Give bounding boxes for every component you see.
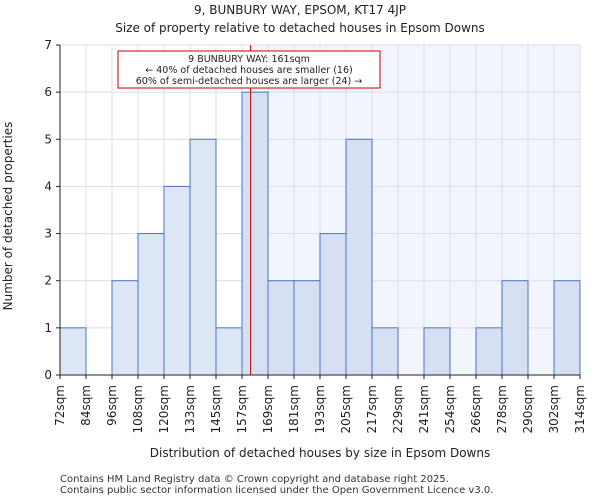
y-tick-label: 7 xyxy=(44,38,52,52)
y-tick-label: 4 xyxy=(44,179,52,193)
annotation-line-3: 60% of semi-detached houses are larger (… xyxy=(136,76,363,87)
footer-copyright: Contains HM Land Registry data © Crown c… xyxy=(60,474,449,485)
x-tick-label: 84sqm xyxy=(79,385,93,426)
histogram-bar xyxy=(189,138,217,376)
histogram-bar xyxy=(423,327,451,376)
x-tick-label: 205sqm xyxy=(339,385,353,433)
histogram-bar xyxy=(293,280,321,376)
x-tick-label: 266sqm xyxy=(469,385,483,433)
histogram-bar xyxy=(215,327,243,376)
histogram-svg: 9, BUNBURY WAY, EPSOM, KT17 4JP Size of … xyxy=(1,3,587,460)
x-tick-label: 302sqm xyxy=(547,385,561,433)
footer-licence: Contains public sector information licen… xyxy=(60,485,494,496)
y-tick-label: 6 xyxy=(44,85,52,99)
x-tick-label: 241sqm xyxy=(417,385,431,433)
x-tick-label: 133sqm xyxy=(183,385,197,433)
x-tick-label: 193sqm xyxy=(313,385,327,433)
histogram-bar xyxy=(111,280,139,376)
y-tick-label: 3 xyxy=(44,227,52,241)
histogram-bar xyxy=(345,138,373,376)
x-tick-label: 254sqm xyxy=(443,385,457,433)
x-tick-label: 157sqm xyxy=(235,385,249,433)
x-tick-label: 72sqm xyxy=(53,385,67,426)
histogram-bar xyxy=(501,280,529,376)
histogram-bar xyxy=(137,233,165,376)
x-tick-label: 290sqm xyxy=(521,385,535,433)
y-tick-label: 2 xyxy=(44,274,52,288)
y-tick-label: 5 xyxy=(44,132,52,146)
x-tick-label: 96sqm xyxy=(105,385,119,426)
x-tick-label: 229sqm xyxy=(391,385,405,433)
annotation-box xyxy=(117,50,381,89)
x-tick-label: 108sqm xyxy=(131,385,145,433)
y-tick-label: 0 xyxy=(44,368,52,382)
x-axis-label: Distribution of detached houses by size … xyxy=(150,446,490,460)
histogram-bar xyxy=(241,91,269,376)
histogram-bar xyxy=(553,280,581,376)
x-tick-label: 181sqm xyxy=(287,385,301,433)
histogram-bar xyxy=(59,327,87,376)
x-tick-label: 120sqm xyxy=(157,385,171,433)
x-tick-label: 278sqm xyxy=(495,385,509,433)
histogram-bar xyxy=(163,185,191,376)
chart-title: 9, BUNBURY WAY, EPSOM, KT17 4JP xyxy=(194,3,406,17)
y-tick-label: 1 xyxy=(44,321,52,335)
histogram-bar xyxy=(475,327,503,376)
histogram-bar xyxy=(319,233,347,376)
x-tick-label: 217sqm xyxy=(365,385,379,433)
x-tick-label: 169sqm xyxy=(261,385,275,433)
x-tick-label: 314sqm xyxy=(573,385,587,433)
x-tick-label: 145sqm xyxy=(209,385,223,433)
annotation-line-1: 9 BUNBURY WAY: 161sqm xyxy=(188,54,310,65)
chart-subtitle: Size of property relative to detached ho… xyxy=(115,21,485,35)
y-axis-label: Number of detached properties xyxy=(1,122,15,311)
histogram-bar xyxy=(267,280,295,376)
histogram-bar xyxy=(371,327,399,376)
annotation-line-2: ← 40% of detached houses are smaller (16… xyxy=(145,65,352,76)
